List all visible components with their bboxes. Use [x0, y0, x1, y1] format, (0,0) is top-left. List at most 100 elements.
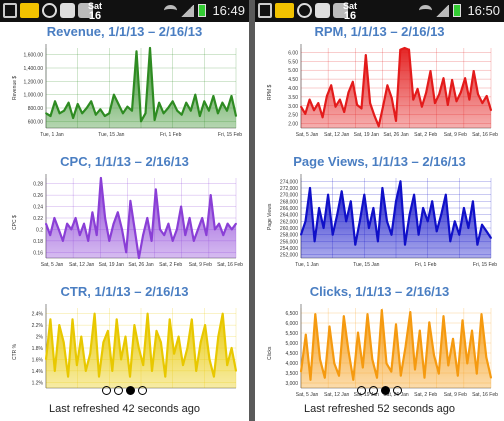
signal-icon [436, 4, 450, 17]
x-tick-label: Sat, 16 Feb [217, 262, 243, 268]
revenue-data-point [149, 47, 151, 49]
page-indicator[interactable] [357, 386, 402, 395]
rpm-data-point [377, 125, 380, 128]
rpm-data-point [382, 105, 384, 108]
clicks-data-point [338, 374, 340, 377]
cpc-data-point [138, 257, 140, 259]
rpm-data-point [434, 102, 436, 104]
pageviews-data-point [431, 200, 434, 203]
y-tick-label: 1.4% [32, 369, 44, 375]
mail-icon [20, 3, 39, 18]
calendar-icon: Sat 16 [343, 1, 357, 22]
right-phone-screen: Sat 16 16:50 RPM, 1/1/13 – 2/16/13 RPM $6.00… [255, 0, 504, 421]
cpc-chart[interactable]: 0.28 0.26 0.24 0.22 0.2 0.18 0.16 Sat, 5 Jan Sat… [0, 152, 249, 268]
rpm-chart[interactable]: 6.00 5.50 5.00 4.50 4.00 3.50 3.00 2.50 2.00 Sat,… [255, 22, 504, 138]
cpc-data-point [159, 228, 161, 231]
signal-icon [181, 4, 195, 17]
page-indicator[interactable] [102, 386, 147, 395]
y-tick-label: 1,200.00 [24, 79, 44, 85]
ctr-data-point [208, 358, 211, 361]
pageviews-data-point [395, 200, 397, 203]
revenue-data-point [108, 112, 111, 115]
x-tick-label: Fri, 15 Feb [473, 262, 497, 268]
rpm-data-point [421, 105, 423, 108]
pageviews-data-point [345, 220, 348, 223]
ctr-data-point [133, 324, 136, 326]
revenue-data-point [117, 103, 120, 105]
rpm-data-point [403, 47, 406, 49]
ctr-data-point [182, 364, 184, 366]
pageviews-data-point [463, 207, 465, 209]
clicks-data-point [452, 337, 454, 340]
rpm-data-point [490, 109, 492, 112]
rpm-data-point [446, 104, 449, 106]
x-tick-label: Sat, 19 Jan [354, 392, 380, 398]
calendar-day: 16 [88, 10, 102, 22]
pageviews-data-point [390, 233, 393, 236]
ctr-data-point [102, 341, 105, 344]
status-bar: Sat 16 16:49 [0, 0, 249, 22]
ctr-data-point [84, 370, 87, 372]
ctr-data-point [124, 335, 127, 338]
rpm-data-point [351, 80, 354, 83]
revenue-data-point [171, 100, 174, 103]
cpc-data-point [218, 222, 221, 225]
clicks-data-point [371, 358, 374, 361]
revenue-data-point [122, 112, 124, 115]
clicks-data-point [414, 368, 416, 371]
rpm-data-point [399, 48, 402, 51]
cpc-data-point [100, 177, 102, 179]
rpm-data-point [442, 77, 445, 80]
pageviews-data-point [453, 220, 456, 223]
page-dot-4[interactable] [138, 386, 147, 395]
pageviews-data-point [354, 243, 357, 246]
clicks-data-point [409, 311, 412, 313]
rpm-data-point [308, 98, 311, 101]
x-tick-label: Sat, 16 Feb [472, 132, 498, 138]
revenue-data-point [212, 95, 215, 97]
pageviews-data-point [358, 220, 361, 223]
page-dot-4[interactable] [393, 386, 402, 395]
revenue-data-point [94, 113, 97, 116]
rpm-series-area [301, 48, 491, 128]
page-dot-2[interactable] [369, 386, 378, 395]
y-tick-label: 1.6% [32, 357, 44, 363]
x-tick-label: Sat, 26 Jan [383, 132, 409, 138]
status-right: 16:50 [419, 3, 500, 18]
ctr-data-point [98, 375, 100, 378]
revenue-data-point [203, 100, 206, 103]
ctr-data-point [49, 318, 52, 321]
rpm-data-point [451, 79, 453, 81]
page-dot-3[interactable] [126, 386, 135, 395]
ctr-data-point [226, 364, 229, 366]
pageviews-chart[interactable]: 274,000272,000270,000268,000266,000264,0… [255, 152, 504, 268]
app-icon [333, 3, 348, 18]
clicks-data-point [328, 325, 331, 328]
page-dot-1[interactable] [357, 386, 366, 395]
y-tick-label: 5,000 [285, 341, 298, 347]
page-dot-2[interactable] [114, 386, 123, 395]
last-refreshed-label: Last refreshed 42 seconds ago [48, 403, 201, 415]
page-dot-1[interactable] [102, 386, 111, 395]
ctr-chart[interactable]: 2.4% 2.2% 2% 1.8% 1.6% 1.4% 1.2% [0, 282, 249, 397]
cpc-data-point [214, 228, 216, 231]
rpm-data-point [459, 91, 462, 94]
rpm-data-point [416, 88, 419, 90]
clicks-data-point [418, 329, 421, 332]
y-tick-label: 0.16 [33, 250, 43, 256]
clicks-chart[interactable]: 6,500 6,000 5,500 5,000 4,500 4,000 3,500 3,000… [255, 282, 504, 398]
pageviews-data-point [386, 220, 388, 223]
clicks-data-point [423, 376, 426, 379]
y-tick-label: 0.18 [33, 239, 43, 245]
ctr-data-point [129, 375, 131, 378]
cpc-data-point [104, 217, 106, 219]
clicks-data-point [333, 362, 336, 365]
clicks-data-point [376, 376, 378, 379]
revenue-data-point [235, 115, 237, 117]
revenue-chart[interactable]: 1,600.00 1,400.00 1,200.00 1,000.00 800.00 60… [0, 22, 249, 138]
x-tick-label: Sat, 9 Feb [444, 132, 467, 138]
rpm-data-point [477, 93, 479, 96]
ctr-series-line [44, 312, 238, 378]
battery-icon [453, 4, 462, 17]
page-dot-3[interactable] [381, 386, 390, 395]
